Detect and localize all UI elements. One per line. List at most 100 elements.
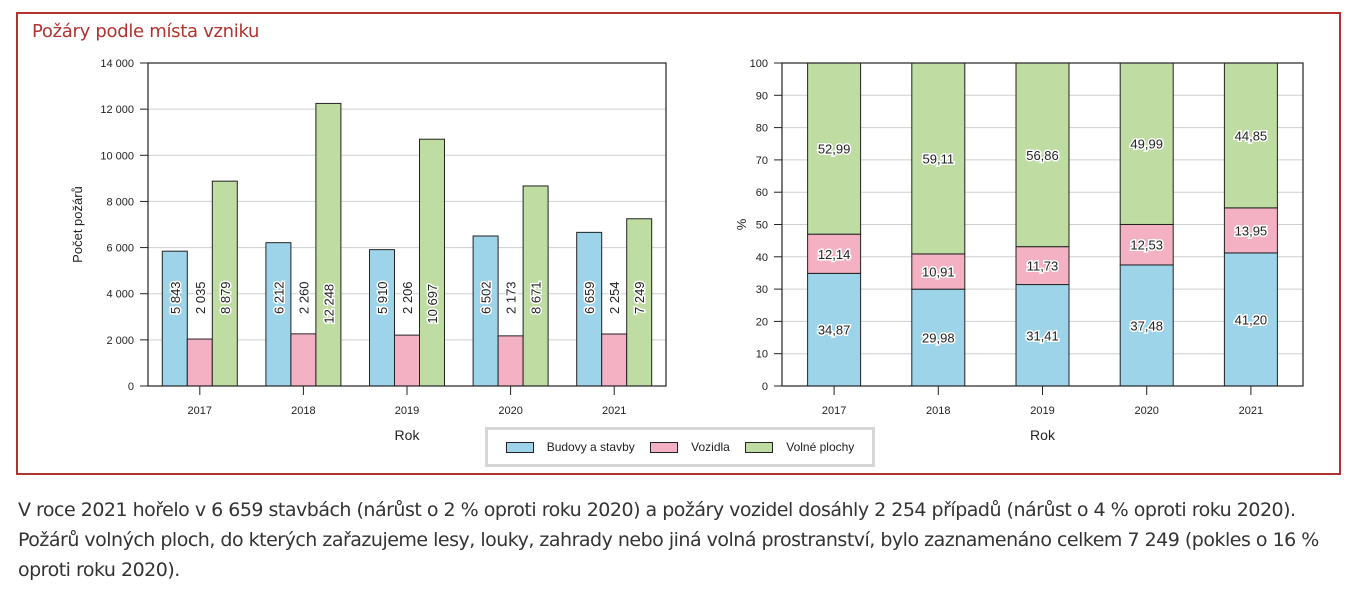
bar-1 (601, 333, 628, 387)
stacked-bar-segment-2 (807, 62, 862, 235)
x-tick-label: 2020 (498, 405, 522, 417)
bar-0 (265, 242, 292, 387)
bar-2 (522, 185, 549, 387)
legend-label: Vozidla (691, 440, 730, 454)
segment-data-label: 37,48 (1130, 318, 1163, 333)
bar-1 (497, 335, 524, 387)
legend-item-volne: Volné plochy (745, 440, 854, 454)
legend-swatch-budovy (505, 441, 534, 453)
segment-data-label: 52,99 (818, 142, 851, 157)
bar-data-label: 2 173 (504, 281, 519, 314)
bar-data-label: 2 260 (296, 281, 311, 314)
bar-1 (394, 334, 420, 387)
x-tick-label: 2018 (926, 405, 950, 417)
bar-0 (472, 235, 499, 387)
segment-data-label: 12,53 (1130, 238, 1163, 253)
y-tick-label: 4 000 (106, 289, 134, 301)
figure-title: Požáry podle místa vzniku (32, 21, 260, 42)
y-tick-label: 10 000 (100, 150, 134, 162)
y-tick-label: 8 000 (106, 196, 134, 208)
segment-data-label: 11,73 (1027, 259, 1059, 274)
y-tick-label: 60 (756, 187, 768, 199)
legend-swatch-volne (745, 441, 774, 453)
segment-data-label: 49,99 (1130, 137, 1163, 152)
x-tick-label: 2019 (395, 405, 419, 417)
legend-label: Volné plochy (786, 440, 855, 454)
segment-data-label: 44,85 (1235, 128, 1268, 143)
x-tick-label: 2017 (188, 405, 212, 417)
bar-data-label: 10 697 (425, 284, 440, 324)
bar-2 (419, 138, 445, 387)
bar-data-label: 2 206 (400, 281, 415, 314)
legend-label: Budovy a stavby (546, 440, 635, 454)
plot-area-border (781, 62, 1304, 387)
legend-swatch-vozidla (650, 441, 679, 453)
segment-data-label: 56,86 (1026, 148, 1059, 163)
bar-data-label: 7 249 (632, 281, 647, 314)
legend-item-budovy: Budovy a stavby (505, 440, 635, 454)
y-tick-label: 90 (756, 90, 768, 102)
bar-data-label: 6 502 (479, 281, 494, 314)
y-tick-label: 14 000 (100, 58, 134, 70)
y-tick-label: 6 000 (106, 243, 134, 255)
stacked-bar-segment-0 (807, 272, 862, 387)
x-tick-label: 2019 (1030, 405, 1054, 417)
y-tick-label: 10 (756, 349, 768, 361)
x-tick-label: 2018 (291, 405, 315, 417)
description-paragraph: V roce 2021 hořelo v 6 659 stavbách (nár… (18, 499, 1319, 581)
x-tick-label: 2020 (1134, 405, 1158, 417)
x-axis-title: Rok (1030, 427, 1056, 443)
bar-data-label: 6 659 (582, 281, 597, 314)
y-tick-label: 12 000 (100, 104, 134, 116)
stacked-bar-segment-1 (1119, 223, 1174, 266)
stacked-bar-segment-0 (1119, 264, 1174, 387)
legend: Budovy a stavby Vozidla Volné plochy (485, 427, 875, 467)
y-tick-label: 20 (756, 316, 768, 328)
bar-data-label: 2 035 (193, 281, 208, 314)
bar-data-label: 12 248 (321, 284, 336, 324)
x-tick-label: 2021 (1239, 405, 1263, 417)
x-axis-title: Rok (395, 427, 421, 443)
segment-data-label: 59,11 (923, 151, 955, 166)
segment-data-label: 31,41 (1026, 328, 1059, 343)
segment-data-label: 10,91 (922, 265, 955, 280)
y-tick-label: 40 (756, 252, 768, 264)
stacked-bar-segment-0 (911, 288, 966, 387)
bar-data-label: 2 254 (607, 281, 622, 314)
stacked-bar-segment-0 (1223, 252, 1278, 387)
bar-1 (290, 333, 317, 387)
segment-data-label: 34,87 (818, 323, 851, 338)
bar-data-label: 5 843 (168, 281, 183, 314)
bar-data-label: 5 910 (375, 281, 390, 314)
y-tick-label: 80 (756, 123, 768, 135)
segment-data-label: 29,98 (922, 331, 955, 346)
plot-area-border (147, 62, 667, 387)
y-tick-label: 70 (756, 155, 768, 167)
bar-data-label: 8 671 (529, 281, 544, 314)
y-tick-label: 50 (756, 220, 768, 232)
bar-data-label: 8 879 (218, 281, 233, 314)
bar-2 (626, 218, 653, 387)
stacked-bar-segment-0 (1015, 284, 1070, 387)
y-tick-label: 0 (128, 381, 134, 393)
bar-2 (315, 102, 342, 387)
y-tick-label: 100 (750, 58, 768, 70)
stacked-bar-segment-2 (1223, 62, 1278, 209)
y-tick-label: 30 (756, 284, 768, 296)
stacked-bar-segment-2 (911, 62, 966, 255)
segment-data-label: 41,20 (1235, 312, 1268, 327)
stacked-bar-segment-1 (911, 253, 966, 290)
bar-1 (186, 338, 213, 387)
y-axis-title: % (734, 218, 749, 230)
stacked-bar-segment-1 (1223, 207, 1278, 254)
x-tick-label: 2017 (822, 405, 846, 417)
bar-2 (211, 180, 238, 387)
y-tick-label: 2 000 (106, 335, 134, 347)
bar-0 (161, 250, 188, 387)
segment-data-label: 13,95 (1235, 223, 1268, 238)
x-tick-label: 2021 (602, 405, 626, 417)
stacked-bar-segment-2 (1119, 62, 1174, 225)
bar-data-label: 6 212 (271, 281, 286, 314)
segment-data-label: 12,14 (818, 247, 851, 262)
